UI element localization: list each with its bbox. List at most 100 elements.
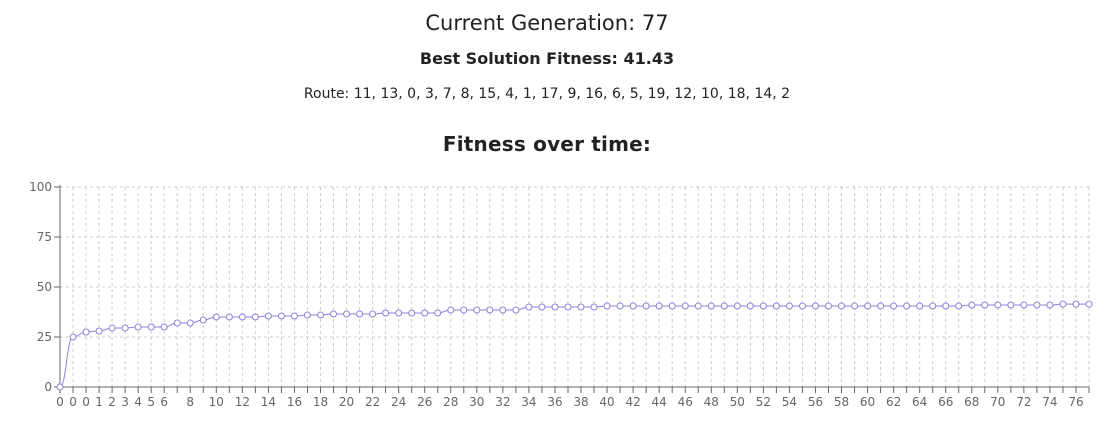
data-point: [277, 312, 285, 320]
data-point: [317, 311, 325, 319]
data-point: [1046, 301, 1054, 309]
data-point: [785, 302, 793, 310]
route-text: Route: 11, 13, 0, 3, 7, 8, 15, 4, 1, 17,…: [0, 84, 1094, 104]
data-point: [186, 319, 194, 327]
x-tick-label: 36: [547, 395, 562, 409]
data-point: [1085, 300, 1093, 308]
data-point: [199, 316, 207, 324]
data-point: [890, 302, 898, 310]
data-point: [408, 309, 416, 317]
x-tick-label: 66: [938, 395, 953, 409]
data-point: [981, 301, 989, 309]
data-point: [707, 302, 715, 310]
data-point: [160, 323, 168, 331]
x-tick-label: 58: [834, 395, 849, 409]
data-point: [590, 303, 598, 311]
x-tick-label: 72: [1016, 395, 1031, 409]
data-point: [564, 303, 572, 311]
x-tick-label: 30: [469, 395, 484, 409]
x-tick-label: 38: [573, 395, 588, 409]
data-point: [238, 313, 246, 321]
data-point: [929, 302, 937, 310]
x-tick-label: 8: [186, 395, 194, 409]
x-tick-label: 50: [730, 395, 745, 409]
data-point: [512, 306, 520, 314]
x-tick-label: 0: [56, 395, 64, 409]
data-point: [746, 302, 754, 310]
data-point: [395, 309, 403, 317]
data-point: [382, 309, 390, 317]
data-point: [82, 328, 90, 336]
data-point: [616, 302, 624, 310]
data-point: [134, 323, 142, 331]
x-tick-label: 52: [756, 395, 771, 409]
best-fitness-label: Best Solution Fitness:: [419, 49, 618, 68]
data-point: [759, 302, 767, 310]
x-tick-label: 60: [860, 395, 875, 409]
data-point: [460, 306, 468, 314]
x-tick-label: 20: [339, 395, 354, 409]
x-tick-label: 44: [652, 395, 667, 409]
y-tick-label: 100: [29, 180, 52, 194]
x-tick-label: 34: [521, 395, 536, 409]
x-tick-label: 28: [443, 395, 458, 409]
data-point: [447, 306, 455, 314]
data-point: [499, 306, 507, 314]
data-point: [251, 313, 259, 321]
data-point: [173, 319, 181, 327]
data-point: [577, 303, 585, 311]
x-tick-label: 70: [990, 395, 1005, 409]
data-point: [369, 310, 377, 318]
data-point: [851, 302, 859, 310]
x-tick-label: 22: [365, 395, 380, 409]
y-tick-label: 0: [44, 380, 52, 394]
data-point: [303, 311, 311, 319]
x-tick-label: 62: [886, 395, 901, 409]
data-point: [733, 302, 741, 310]
x-tick-label: 4: [134, 395, 142, 409]
data-point: [525, 303, 533, 311]
data-point: [330, 310, 338, 318]
data-point: [56, 383, 64, 391]
data-point: [838, 302, 846, 310]
x-tick-label: 10: [209, 395, 224, 409]
x-tick-label: 46: [678, 395, 693, 409]
route-label: Route:: [303, 86, 350, 102]
data-point: [69, 333, 77, 341]
best-solution-fitness: Best Solution Fitness: 41.43: [0, 48, 1094, 70]
data-point: [538, 303, 546, 311]
x-tick-label: 12: [235, 395, 250, 409]
data-point: [212, 313, 220, 321]
data-point: [95, 327, 103, 335]
x-tick-label: 2: [108, 395, 116, 409]
data-point: [642, 302, 650, 310]
data-point: [994, 301, 1002, 309]
x-tick-label: 18: [313, 395, 328, 409]
data-point: [1020, 301, 1028, 309]
data-point: [655, 302, 663, 310]
data-point: [864, 302, 872, 310]
x-tick-label: 48: [704, 395, 719, 409]
data-point: [264, 312, 272, 320]
x-tick-label: 32: [495, 395, 510, 409]
data-point: [668, 302, 676, 310]
x-tick-label: 0: [69, 395, 77, 409]
x-tick-label: 76: [1068, 395, 1083, 409]
x-tick-label: 16: [287, 395, 302, 409]
x-tick-label: 42: [625, 395, 640, 409]
x-tick-label: 24: [391, 395, 406, 409]
chart-grid: [59, 186, 1090, 388]
data-point: [225, 313, 233, 321]
y-tick-label: 50: [37, 280, 52, 294]
data-point: [877, 302, 885, 310]
x-tick-label: 40: [599, 395, 614, 409]
data-point: [434, 309, 442, 317]
data-point: [824, 302, 832, 310]
data-point: [343, 310, 351, 318]
route-value: 11, 13, 0, 3, 7, 8, 15, 4, 1, 17, 9, 16,…: [353, 86, 791, 102]
best-fitness-value: 41.43: [623, 49, 675, 68]
data-point: [486, 306, 494, 314]
data-point: [955, 302, 963, 310]
